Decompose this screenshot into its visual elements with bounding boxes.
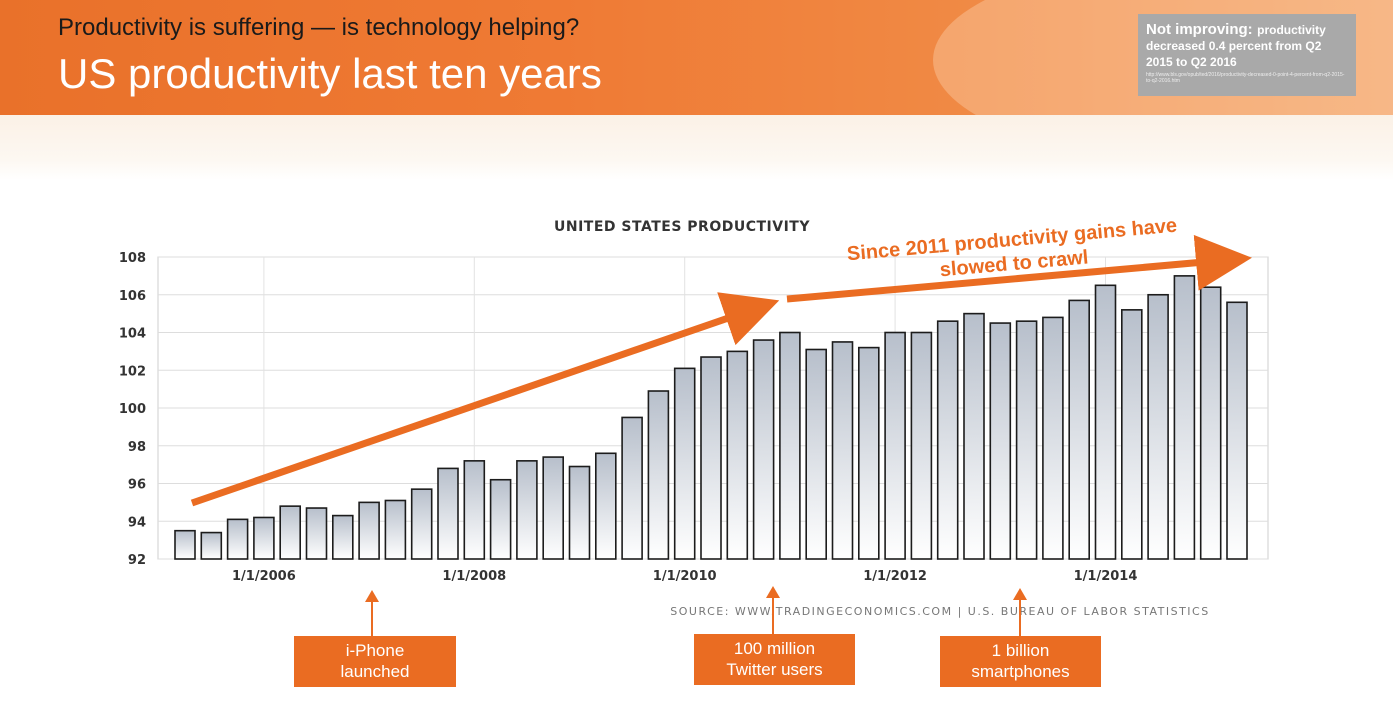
iphone-arrow bbox=[365, 590, 379, 636]
y-tick-label: 96 bbox=[128, 478, 146, 493]
bar bbox=[410, 488, 433, 560]
smartphones-arrow bbox=[1013, 588, 1027, 636]
bar bbox=[857, 346, 880, 560]
slide-subtitle: Productivity is suffering — is technolog… bbox=[58, 14, 580, 41]
callout-iphone-line2: launched bbox=[340, 662, 410, 681]
bar bbox=[673, 367, 696, 560]
bar bbox=[200, 531, 223, 560]
bar bbox=[1094, 284, 1117, 560]
bar bbox=[779, 331, 801, 560]
bar bbox=[568, 465, 591, 560]
y-tick-label: 102 bbox=[119, 364, 146, 379]
bar bbox=[989, 322, 1012, 560]
bar bbox=[279, 505, 302, 560]
header-banner: Productivity is suffering — is technolog… bbox=[0, 0, 1393, 115]
bar bbox=[910, 331, 933, 560]
bar bbox=[1042, 316, 1064, 560]
bar bbox=[647, 390, 670, 560]
bar bbox=[437, 467, 459, 560]
bar bbox=[489, 478, 512, 560]
twitter-arrow bbox=[766, 586, 780, 634]
y-tick-label: 94 bbox=[128, 515, 146, 530]
bar bbox=[1199, 286, 1222, 560]
callout-twitter: 100 million Twitter users bbox=[694, 634, 855, 685]
bar bbox=[884, 331, 906, 560]
y-tick-label: 100 bbox=[119, 402, 146, 417]
y-tick-label: 104 bbox=[119, 327, 146, 342]
bar bbox=[726, 350, 749, 560]
header-band bbox=[0, 115, 1393, 180]
bar bbox=[305, 507, 328, 560]
bar bbox=[963, 312, 985, 560]
x-tick-label: 1/1/2010 bbox=[653, 569, 717, 584]
bar bbox=[358, 501, 380, 560]
bar bbox=[805, 348, 828, 560]
bar bbox=[463, 460, 486, 560]
note-text: productivity decreased 0.4 percent from … bbox=[1146, 23, 1326, 69]
bar bbox=[752, 339, 775, 560]
slide-title: US productivity last ten years bbox=[58, 50, 602, 97]
bar bbox=[621, 416, 643, 560]
bar bbox=[1121, 309, 1143, 560]
bar bbox=[542, 456, 565, 560]
y-tick-label: 98 bbox=[128, 440, 146, 455]
bar bbox=[1147, 293, 1169, 560]
bar bbox=[1068, 299, 1090, 560]
bar bbox=[831, 341, 854, 560]
bar bbox=[331, 514, 354, 560]
trend-arrow-early bbox=[190, 292, 780, 507]
bar bbox=[174, 529, 196, 560]
callout-smartphones-line1: 1 billion bbox=[991, 641, 1050, 660]
chart-title: UNITED STATES PRODUCTIVITY bbox=[554, 219, 810, 235]
callout-smartphones-line2: smartphones bbox=[971, 662, 1070, 681]
bar bbox=[1173, 275, 1196, 560]
bar bbox=[594, 452, 617, 560]
bar bbox=[253, 516, 275, 560]
y-tick-label: 92 bbox=[128, 553, 146, 568]
bar bbox=[384, 499, 407, 560]
bar bbox=[226, 518, 249, 560]
callout-iphone-line1: i-Phone bbox=[345, 641, 405, 660]
bar bbox=[936, 320, 959, 560]
callout-twitter-line2: Twitter users bbox=[726, 660, 823, 679]
note-box: Not improving: productivity decreased 0.… bbox=[1138, 14, 1356, 96]
bar bbox=[1226, 301, 1248, 560]
x-tick-label: 1/1/2006 bbox=[232, 569, 296, 584]
y-tick-label: 108 bbox=[119, 251, 146, 266]
y-tick-label: 106 bbox=[119, 289, 146, 304]
bar bbox=[700, 356, 722, 560]
callout-twitter-line1: 100 million bbox=[733, 639, 816, 658]
chart-source: SOURCE: WWW.TRADINGECONOMICS.COM | U.S. … bbox=[670, 605, 1209, 618]
bar bbox=[516, 460, 538, 560]
x-axis: 1/1/2006 1/1/2008 1/1/2010 1/1/2012 1/1/2014 bbox=[232, 569, 1137, 584]
bar bbox=[1015, 320, 1038, 560]
x-tick-label: 1/1/2014 bbox=[1074, 569, 1138, 584]
y-axis: 92 94 96 98 100 102 104 106 108 bbox=[119, 251, 146, 568]
note-url: http://www.bls.gov/opub/ted/2016/product… bbox=[1146, 72, 1345, 84]
x-tick-label: 1/1/2012 bbox=[863, 569, 927, 584]
callout-smartphones: 1 billion smartphones bbox=[940, 636, 1101, 687]
note-lead: Not improving: bbox=[1146, 21, 1253, 38]
chart-bars bbox=[174, 275, 1248, 560]
x-tick-label: 1/1/2008 bbox=[442, 569, 506, 584]
trend-arrow-late bbox=[786, 234, 1252, 303]
callout-iphone: i-Phone launched bbox=[294, 636, 456, 687]
